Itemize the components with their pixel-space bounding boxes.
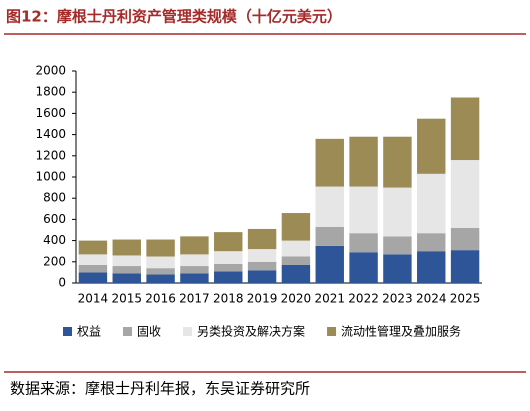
x-tick-label: 2017 — [179, 292, 210, 306]
bar-segment — [146, 256, 175, 269]
legend-swatch — [123, 327, 133, 336]
bar-segment — [383, 187, 412, 237]
y-tick-label: 1200 — [35, 148, 66, 162]
bar-segment — [281, 256, 311, 265]
bar-segment — [383, 236, 412, 255]
bar-segment — [112, 239, 141, 256]
bar-segment — [146, 274, 175, 283]
bar-segment — [383, 136, 412, 188]
bar-segment — [112, 273, 141, 283]
legend-swatch — [183, 327, 193, 336]
x-tick-label: 2016 — [145, 292, 176, 306]
x-tick-label: 2018 — [213, 292, 244, 306]
legend-swatch — [63, 327, 72, 336]
bar-segment — [78, 272, 108, 283]
x-tick-label: 2020 — [281, 292, 312, 306]
chart-title: 图12：摩根士丹利资产管理类规模（十亿元美元） — [6, 8, 342, 26]
bar-segment — [247, 228, 277, 250]
bar-segment — [78, 264, 108, 273]
x-tick-label: 2014 — [78, 292, 109, 306]
x-tick-label: 2019 — [247, 292, 278, 306]
bar-segment — [383, 254, 412, 283]
bar-segment — [146, 268, 175, 275]
legend-label: 固收 — [137, 325, 161, 339]
x-tick-label: 2021 — [314, 292, 345, 306]
y-tick-label: 1600 — [35, 106, 66, 120]
bar-segment — [247, 270, 277, 283]
bar-segment — [78, 254, 108, 265]
x-tick-label: 2022 — [348, 292, 379, 306]
legend-swatch — [327, 327, 337, 336]
bar-segment — [349, 186, 378, 234]
bar-segment — [417, 173, 446, 234]
legend-label: 流动性管理及叠加服务 — [341, 324, 461, 339]
bar-segment — [146, 239, 175, 257]
bar-segment — [180, 254, 209, 267]
bar-segment — [281, 213, 311, 241]
y-tick-label: 400 — [43, 233, 66, 247]
source: 数据来源：摩根士丹利年报，东吴证券研究所 — [10, 380, 310, 398]
bar-segment — [315, 226, 344, 246]
legend-label: 权益 — [77, 325, 101, 339]
bar-segment — [450, 97, 480, 161]
bar-segment — [450, 250, 480, 283]
bar-segment — [281, 264, 311, 283]
y-tick-label: 2000 — [35, 64, 66, 78]
y-tick-label: 1400 — [35, 127, 66, 141]
bar-segment — [112, 255, 141, 267]
y-tick-label: 200 — [43, 254, 66, 268]
bar-segment — [180, 266, 209, 274]
x-tick-label: 2025 — [450, 292, 481, 306]
y-tick-label: 1000 — [35, 170, 66, 184]
bar-segment — [281, 240, 311, 257]
x-tick-label: 2023 — [382, 292, 413, 306]
bar-segment — [315, 138, 344, 187]
legend-label: 另类投资及解决方案 — [197, 324, 305, 339]
bar-segment — [214, 263, 243, 272]
bar-segment — [247, 261, 277, 271]
bar-segment — [180, 236, 209, 255]
bar-segment — [247, 249, 277, 262]
y-tick-label: 0 — [58, 276, 66, 290]
x-tick-label: 2015 — [111, 292, 142, 306]
bar-segment — [214, 251, 243, 264]
bar-segment — [112, 266, 141, 274]
bar-segment — [78, 240, 108, 255]
bar-segment — [349, 233, 378, 253]
bar-segment — [450, 227, 480, 251]
y-tick-label: 1800 — [35, 85, 66, 99]
y-tick-label: 800 — [43, 191, 66, 205]
bar-segment — [450, 160, 480, 228]
bar-segment — [417, 251, 446, 283]
bar-segment — [180, 273, 209, 283]
bar-segment — [214, 232, 243, 252]
x-tick-label: 2024 — [416, 292, 447, 306]
y-tick-label: 600 — [43, 212, 66, 226]
bar-segment — [417, 118, 446, 174]
bar-segment — [214, 271, 243, 283]
bar-segment — [349, 136, 378, 187]
bar-segment — [315, 245, 344, 283]
bar-segment — [315, 186, 344, 227]
bar-segment — [349, 252, 378, 283]
bar-segment — [417, 233, 446, 252]
